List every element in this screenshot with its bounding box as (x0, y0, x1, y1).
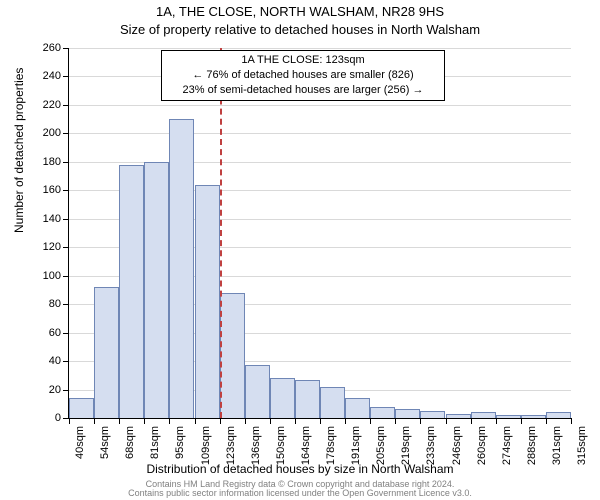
x-tick (446, 418, 447, 424)
y-tick-label: 260 (29, 42, 61, 54)
histogram-bar (270, 378, 295, 418)
histogram-bar (169, 119, 194, 418)
histogram-bar (245, 365, 270, 418)
y-tick (63, 219, 69, 220)
x-tick (169, 418, 170, 424)
histogram-bar (395, 409, 420, 418)
histogram-bar (220, 293, 245, 418)
y-tick (63, 333, 69, 334)
x-tick (295, 418, 296, 424)
y-axis-label: Number of detached properties (12, 68, 26, 233)
footer-line2: Contains public sector information licen… (128, 488, 472, 498)
y-tick-label: 180 (29, 156, 61, 168)
y-tick (63, 133, 69, 134)
y-tick-label: 80 (29, 298, 61, 310)
x-tick (220, 418, 221, 424)
histogram-bar (94, 287, 119, 418)
histogram-bar (295, 380, 320, 418)
y-tick-label: 140 (29, 213, 61, 225)
histogram-bar (471, 412, 496, 418)
callout-box: 1A THE CLOSE: 123sqm← 76% of detached ho… (161, 50, 445, 101)
x-tick (320, 418, 321, 424)
x-tick (119, 418, 120, 424)
histogram-bar (144, 162, 169, 418)
x-tick (69, 418, 70, 424)
page-subtitle: Size of property relative to detached ho… (0, 22, 600, 37)
callout-line: 1A THE CLOSE: 123sqm (168, 53, 438, 68)
x-tick (420, 418, 421, 424)
y-tick-label: 120 (29, 241, 61, 253)
y-tick (63, 276, 69, 277)
x-tick (395, 418, 396, 424)
y-tick-label: 160 (29, 184, 61, 196)
x-tick (345, 418, 346, 424)
histogram-bar (69, 398, 94, 418)
x-tick (370, 418, 371, 424)
histogram-bar (521, 415, 546, 418)
y-tick-label: 0 (29, 412, 61, 424)
histogram-chart: 02040608010012014016018020022024026040sq… (68, 48, 571, 419)
y-tick-label: 240 (29, 70, 61, 82)
x-tick (94, 418, 95, 424)
reference-line (220, 48, 222, 418)
x-tick (144, 418, 145, 424)
gridline (69, 48, 571, 49)
page-title: 1A, THE CLOSE, NORTH WALSHAM, NR28 9HS (0, 4, 600, 19)
histogram-bar (496, 415, 521, 418)
x-tick (195, 418, 196, 424)
y-tick (63, 247, 69, 248)
y-tick-label: 220 (29, 99, 61, 111)
histogram-bar (370, 407, 395, 418)
x-tick (245, 418, 246, 424)
x-tick (471, 418, 472, 424)
x-tick (270, 418, 271, 424)
x-tick (496, 418, 497, 424)
y-tick-label: 100 (29, 270, 61, 282)
histogram-bar (320, 387, 345, 418)
y-tick-label: 20 (29, 384, 61, 396)
callout-line: ← 76% of detached houses are smaller (82… (168, 68, 438, 83)
y-tick (63, 361, 69, 362)
x-tick (521, 418, 522, 424)
y-tick (63, 48, 69, 49)
histogram-bar (119, 165, 144, 418)
y-tick (63, 76, 69, 77)
histogram-bar (446, 414, 471, 418)
footer-attribution: Contains HM Land Registry data © Crown c… (0, 480, 600, 499)
y-tick (63, 190, 69, 191)
y-tick (63, 390, 69, 391)
histogram-bar (195, 185, 220, 418)
x-tick (546, 418, 547, 424)
histogram-bar (345, 398, 370, 418)
y-tick-label: 200 (29, 127, 61, 139)
callout-line: 23% of semi-detached houses are larger (… (168, 83, 438, 98)
y-tick (63, 304, 69, 305)
gridline (69, 133, 571, 134)
y-tick (63, 105, 69, 106)
y-tick-label: 60 (29, 327, 61, 339)
y-tick (63, 162, 69, 163)
y-tick-label: 40 (29, 355, 61, 367)
histogram-bar (420, 411, 445, 418)
gridline (69, 105, 571, 106)
x-axis-label: Distribution of detached houses by size … (0, 462, 600, 476)
histogram-bar (546, 412, 571, 418)
x-tick (571, 418, 572, 424)
